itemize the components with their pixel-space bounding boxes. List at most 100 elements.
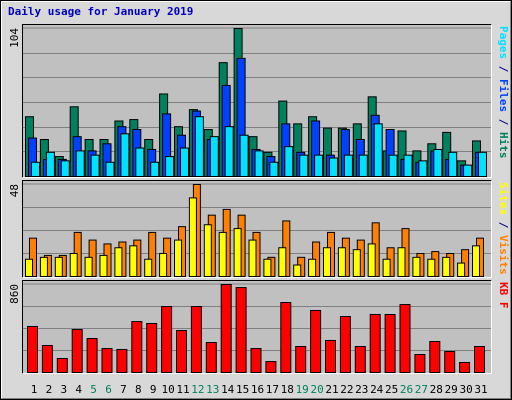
bar: [159, 253, 168, 277]
bar: [250, 348, 262, 374]
x-tick-label: 22: [340, 383, 353, 396]
bar: [373, 123, 383, 177]
bar: [278, 247, 287, 277]
x-tick-label: 15: [236, 383, 249, 396]
bar: [161, 306, 173, 373]
bar: [358, 154, 368, 177]
x-tick-label: 4: [75, 383, 82, 396]
bar: [367, 243, 376, 278]
legend-separator: /: [497, 59, 510, 79]
bar: [403, 154, 413, 177]
x-tick-label: 7: [120, 383, 127, 396]
bar: [150, 161, 160, 177]
bar: [472, 245, 480, 277]
x-tick-label: 18: [281, 383, 294, 396]
legend: KB F: [497, 282, 510, 309]
x-tick-label: 25: [385, 383, 398, 396]
legend-entry: Sites: [497, 182, 510, 215]
legend-separator: /: [497, 215, 510, 235]
bar: [101, 348, 113, 374]
bar: [457, 262, 466, 278]
bar: [280, 302, 292, 374]
bar: [31, 161, 40, 177]
bar: [397, 247, 406, 277]
bar: [86, 338, 98, 373]
bar: [442, 256, 451, 278]
x-tick-label: 24: [370, 383, 384, 396]
bar: [248, 239, 257, 277]
bar: [337, 247, 346, 277]
bar: [190, 306, 202, 373]
bar: [180, 147, 189, 178]
bar: [41, 344, 53, 374]
x-tick-label: 13: [206, 383, 219, 396]
bar: [144, 258, 153, 277]
bar: [174, 239, 182, 277]
bar: [25, 258, 33, 277]
x-tick-label: 6: [105, 383, 112, 396]
bar: [463, 164, 473, 178]
bar: [27, 325, 38, 374]
bar: [388, 154, 398, 177]
x-tick-label: 19: [296, 383, 309, 396]
bar: [146, 322, 158, 374]
bar: [194, 116, 204, 177]
bar: [45, 151, 55, 178]
bar: [478, 151, 487, 178]
bar: [235, 287, 247, 373]
bar: [310, 309, 322, 373]
x-tick-label: 8: [135, 383, 142, 396]
y-tick-label: 104: [8, 28, 21, 48]
x-tick-label: 16: [251, 383, 264, 396]
bar: [224, 126, 234, 177]
x-tick-label: 12: [191, 383, 204, 396]
bar: [412, 256, 421, 278]
x-tick-label: 29: [445, 383, 458, 396]
bar: [176, 330, 187, 373]
bar: [352, 249, 361, 278]
bar: [116, 348, 128, 374]
x-tick-label: 28: [430, 383, 443, 396]
bar: [339, 316, 351, 373]
bar: [71, 329, 83, 373]
x-tick-label: 5: [90, 383, 97, 396]
bar: [444, 351, 456, 373]
y-tick-label: 48: [8, 184, 21, 197]
bar: [203, 224, 212, 277]
plot-bevel: [22, 24, 492, 178]
bar: [325, 339, 336, 374]
bar: [99, 254, 108, 278]
bar: [220, 284, 232, 373]
bar: [209, 136, 219, 177]
bar: [131, 321, 143, 374]
bar: [135, 147, 145, 178]
bar: [474, 346, 485, 374]
bar: [56, 357, 68, 373]
bar: [120, 133, 130, 177]
bar: [429, 340, 441, 374]
bar: [39, 256, 48, 278]
x-tick-label: 21: [325, 383, 338, 396]
legend-entry: Files: [497, 79, 510, 112]
x-tick-label: 9: [150, 383, 157, 396]
bar: [399, 304, 411, 373]
bar: [295, 346, 307, 374]
bar: [188, 197, 197, 278]
bar: [433, 148, 443, 177]
bar: [75, 150, 85, 177]
legend: Sites / Visits: [497, 182, 510, 275]
bar: [239, 134, 249, 178]
bar: [54, 256, 63, 278]
bar: [60, 160, 70, 178]
legend-entry: KB F: [497, 282, 510, 309]
bar: [254, 150, 264, 177]
bar: [84, 256, 93, 278]
legend-entry: Pages: [497, 26, 510, 59]
bar: [105, 161, 115, 177]
bar: [308, 258, 317, 277]
x-tick-label: 27: [415, 383, 428, 396]
x-tick-label: 1: [31, 383, 38, 396]
bar: [233, 228, 242, 277]
x-tick-label: 10: [161, 383, 174, 396]
